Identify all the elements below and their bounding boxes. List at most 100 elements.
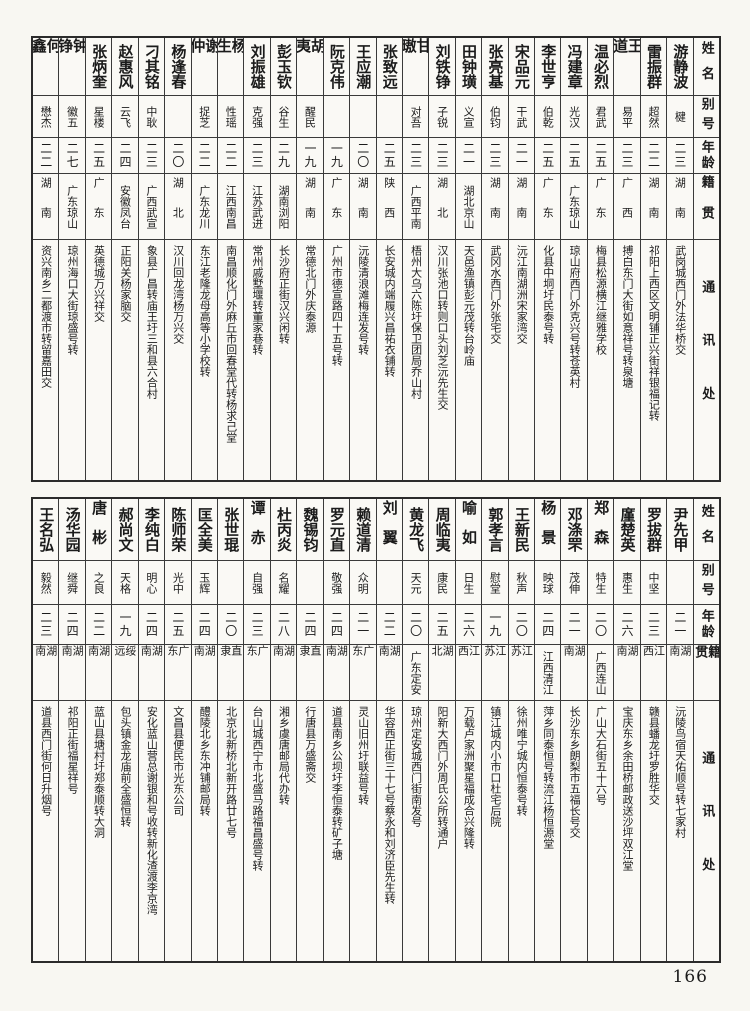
address-cell: 武冈水西门外张宅交: [482, 240, 507, 480]
alias-cell-text: 惠生: [620, 571, 634, 594]
age-cell-text: 二一: [567, 611, 582, 638]
age-cell: 二五: [429, 605, 455, 645]
header-age: 年龄: [693, 605, 719, 645]
native-cell: 广西: [614, 174, 640, 240]
address-cell: 东江老隆龙母高等小学校转: [192, 240, 217, 480]
name-cell-text: 阮克伟: [327, 44, 346, 89]
age-cell: 二三: [138, 138, 165, 174]
alias-cell: 天格: [112, 561, 138, 605]
age-cell-text: 二七: [65, 142, 80, 169]
address-cell: 包头镇金龙庙前全盛恒转: [112, 701, 137, 961]
address-cell-text: 祁阳正街福星祥号: [66, 706, 80, 794]
alias-cell-text: 懋杰: [39, 105, 53, 128]
address-cell-text: 广山大石街五十六号: [594, 706, 608, 805]
address-cell: 徐州唯宁城内恒泰号转: [509, 701, 534, 961]
alias-cell-text: 毅然: [39, 571, 53, 594]
address-cell: 祁阳正街福星祥号: [59, 701, 84, 961]
alias-cell-text: 醒民: [303, 105, 317, 128]
alias-cell-text: 对吾: [409, 105, 423, 128]
address-cell: 汉川回龙湾杨万兴交: [165, 240, 190, 480]
alias-cell-text: 众明: [356, 571, 370, 594]
name-cell: 刘翼: [376, 499, 402, 561]
name-cell-text: 廑楚英: [618, 507, 637, 552]
age-cell: 二三: [614, 138, 640, 174]
name-cell-text: 张世琨: [222, 507, 241, 552]
name-cell-text: 冯建章: [565, 44, 584, 89]
name-cell-text: 黄龙飞: [407, 507, 426, 552]
native-cell-text: 湖南: [39, 176, 53, 237]
age-cell-text: 二九: [276, 142, 291, 169]
name-cell-text: 唐彬: [90, 500, 109, 559]
header-address-text: 通讯处: [699, 751, 715, 911]
address-cell-text: 萍乡同泰恒号转流江杨恒源堂: [541, 706, 555, 849]
name-cell-text: 刁其铭: [142, 44, 161, 89]
age-cell-text: 二一: [461, 142, 476, 169]
native-cell: 湖北: [429, 174, 455, 240]
address-cell-text: 汉川张池口转则口头刘芝沅先生交: [436, 245, 449, 410]
name-cell-text: 甘璈: [402, 38, 429, 68]
native-cell: 陕西: [376, 174, 402, 240]
address-cell-text: 阳新大西门外周氏公所转通户: [436, 706, 449, 849]
address-cell-text: 象县广昌转庙王圩三和县六合村: [145, 245, 159, 399]
alias-cell: 对吾: [402, 96, 429, 138]
alias-cell: 中坚: [640, 561, 667, 605]
age-cell: 二五: [587, 138, 614, 174]
address-cell: 沅陵清浪滩梅连发号转: [350, 240, 375, 480]
age-cell: 二一: [667, 605, 693, 645]
native-cell-text: 湖南: [86, 645, 111, 675]
address-cell: 长安城内端履兴昌祐衣铺转: [377, 240, 402, 480]
person-column: 李世亨 伯乾 二五 广东 化县中垌圩民泰号转: [534, 38, 561, 480]
age-cell: 二二: [640, 138, 667, 174]
alias-cell: [297, 561, 323, 605]
native-cell: 安徽凤台: [112, 174, 138, 240]
alias-cell: 明心: [138, 561, 165, 605]
person-column: 钟铮 徽五 二七 广东琼山 琼州海口大街琼盛号转: [58, 38, 85, 480]
age-cell: 二七: [59, 138, 85, 174]
alias-cell: 日生: [455, 561, 482, 605]
address-cell: 长沙东乡朗梨市五福长号交: [561, 701, 586, 961]
address-cell-text: 道县南乡公坝圩李恒泰转矿子塘: [330, 706, 344, 860]
name-cell-text: 尹先甲: [671, 507, 690, 552]
age-cell-text: 二四: [329, 611, 344, 638]
address-cell: 阳新大西门外周氏公所转通户: [429, 701, 454, 961]
alias-cell: 谷生: [270, 96, 297, 138]
name-cell-text: 杜丙炎: [275, 507, 294, 552]
alias-cell-text: 伯钧: [488, 105, 502, 128]
age-cell: 二三: [667, 138, 693, 174]
name-cell-text: 王道: [614, 38, 640, 68]
native-cell-text: 湖北: [435, 176, 449, 237]
age-cell-text: 二二: [646, 142, 661, 169]
age-cell-text: 二四: [144, 611, 159, 638]
native-cell: 湖南: [376, 645, 402, 701]
header-age-text: 年龄: [698, 608, 714, 641]
address-cell-text: 化县中垌圩民泰号转: [541, 245, 555, 344]
name-cell: 廑楚英: [614, 499, 640, 561]
alias-cell-text: 日生: [461, 571, 475, 594]
age-cell: 二六: [455, 605, 482, 645]
age-cell: 二三: [244, 605, 270, 645]
alias-cell-text: 特生: [594, 571, 608, 594]
person-column: 刁其铭 中耿 二三 广西武宣 象县广昌转庙王圩三和县六合村: [137, 38, 165, 480]
alias-cell-text: 自强: [250, 571, 264, 594]
native-cell-text: 湖南: [271, 645, 296, 675]
native-cell: 江西: [455, 645, 482, 701]
alias-cell-text: 克强: [250, 105, 264, 128]
native-cell: 江西: [640, 645, 667, 701]
age-cell: 二二: [376, 605, 402, 645]
name-cell: 赖道清: [350, 499, 376, 561]
name-cell: 郑森: [587, 499, 614, 561]
header-alias-text: 别号: [698, 97, 714, 136]
native-cell: 直隶: [297, 645, 323, 701]
name-cell-text: 周临夷: [433, 507, 452, 552]
person-column: 温必烈 君武 二五 广东 梅县松源横江继雅学校: [586, 38, 614, 480]
address-cell: 常德北门外庆泰源: [297, 240, 322, 480]
name-cell: 罗拔群: [640, 499, 667, 561]
native-cell: 湖南: [350, 174, 376, 240]
age-cell-text: 二三: [38, 611, 53, 638]
person-column: 郑森 特生 二〇 广西连山 广山大石街五十六号: [586, 499, 614, 961]
address-cell-text: 武岗城西门外法华桥交: [673, 245, 687, 355]
name-cell-text: 温必烈: [592, 44, 611, 89]
age-cell: 二三: [482, 138, 508, 174]
age-cell: 二二: [217, 138, 244, 174]
name-cell: 甘璈: [402, 38, 429, 96]
